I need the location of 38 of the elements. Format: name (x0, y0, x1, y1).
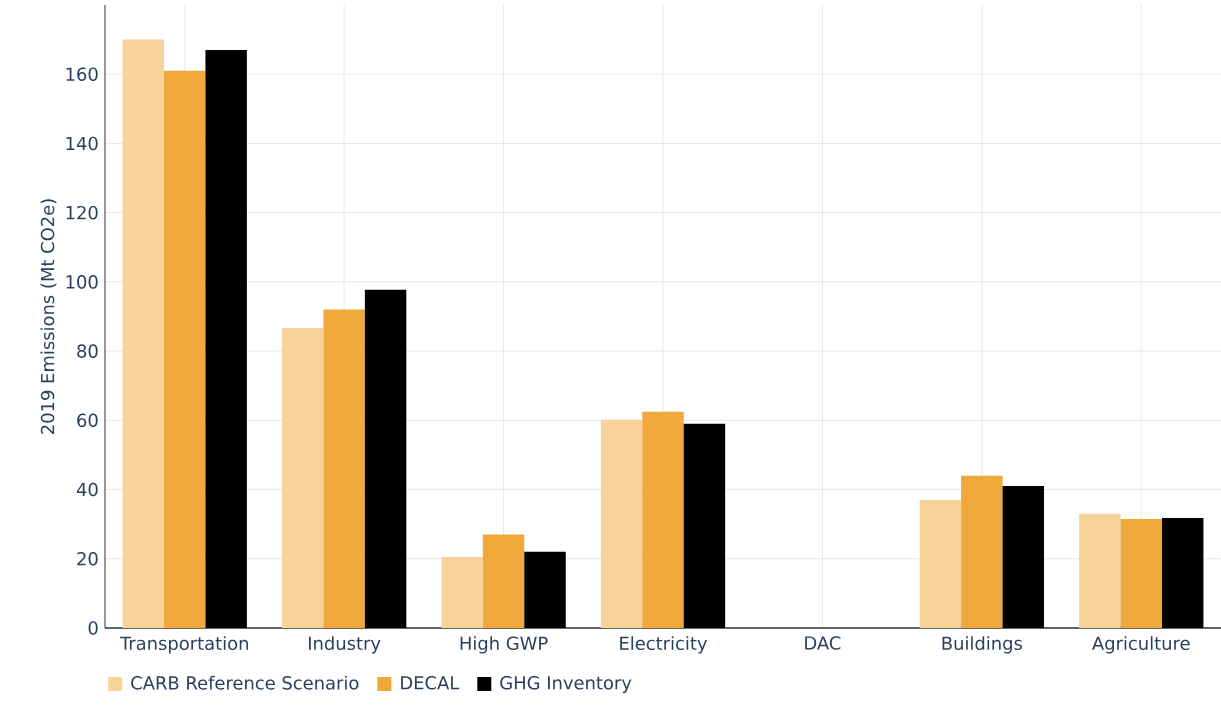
bar (323, 309, 365, 628)
bar (364, 289, 407, 628)
x-tick-label: Transportation (119, 636, 248, 654)
y-tick-label: 140 (66, 136, 98, 151)
bar (961, 475, 1003, 628)
y-tick-label: 80 (77, 344, 98, 358)
y-axis-title: 2019 Emissions (Mt CO2e) (40, 199, 57, 434)
y-tick-label: 0 (88, 621, 98, 635)
y-tick-label: 60 (77, 413, 98, 428)
bar (642, 411, 684, 628)
x-tick-label: High GWP (460, 636, 548, 654)
bar (919, 499, 962, 628)
bar (1161, 517, 1204, 628)
y-tick-label: 160 (66, 67, 98, 81)
bar (482, 534, 525, 628)
y-tick-label: 20 (77, 551, 98, 566)
bar (122, 39, 164, 628)
x-tick-label: Agriculture (1092, 636, 1190, 654)
x-tick-label: DAC (805, 636, 841, 650)
bar (1002, 486, 1044, 628)
bar (441, 557, 483, 628)
legend-label: DECAL (401, 675, 460, 690)
bar (163, 70, 206, 628)
bar (683, 423, 726, 628)
y-tick-label: 120 (66, 205, 98, 220)
bar (600, 419, 643, 628)
bar (205, 49, 247, 628)
y-tick-label: 40 (76, 482, 98, 497)
bar (1120, 518, 1162, 628)
bar (524, 551, 566, 628)
legend-label: GHG Inventory (500, 675, 632, 693)
x-tick-label: Industry (309, 636, 381, 654)
x-tick-label: Buildings (942, 636, 1023, 654)
x-tick-label: Electricity (620, 636, 707, 654)
bar (1079, 513, 1121, 628)
bar (281, 327, 324, 628)
y-tick-label: 100 (66, 275, 98, 289)
legend-label: CARB Reference Scenario (131, 675, 359, 690)
